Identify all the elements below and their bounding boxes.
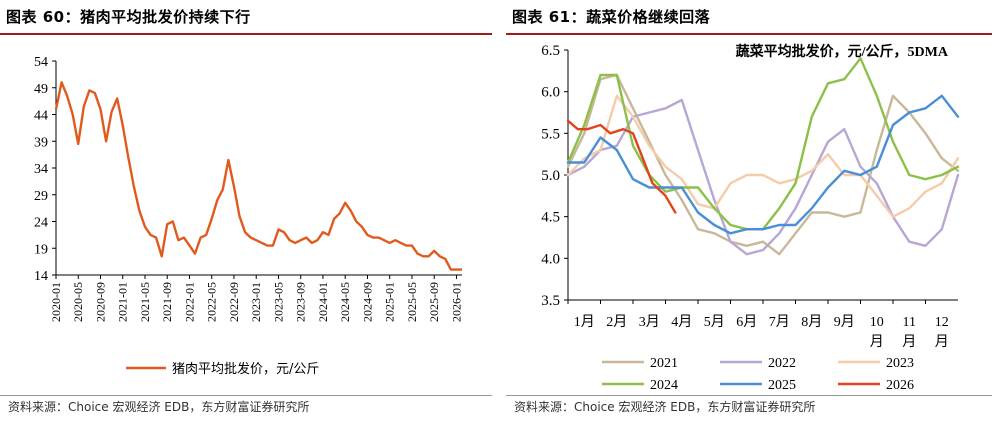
y-tick-label: 19 <box>34 242 48 257</box>
pork-price-line <box>54 81 462 271</box>
series-line-2024 <box>566 57 960 231</box>
x-tick-label: 2022-05 <box>205 282 219 322</box>
x-tick-label: 6月 <box>736 314 757 330</box>
legend-label-2025: 2025 <box>768 378 796 393</box>
series-line-2022 <box>566 98 960 256</box>
x-tick-label: 2024-05 <box>338 282 352 322</box>
x-tick-label: 2月 <box>606 314 627 330</box>
y-tick-label: 5.5 <box>541 126 560 142</box>
x-tick-label: 5月 <box>704 314 725 330</box>
x-tick-label: 4月 <box>671 314 692 330</box>
x-tick-label: 月 <box>935 334 949 350</box>
title-rule <box>506 33 992 35</box>
series-line-2025 <box>566 94 960 235</box>
x-tick-label: 2026-01 <box>449 282 463 322</box>
x-tick-label: 10 <box>870 315 884 330</box>
x-tick-label: 2025-09 <box>427 282 441 322</box>
y-tick-label: 34 <box>34 162 48 177</box>
legend-label-2026: 2026 <box>886 378 914 393</box>
x-tick-label: 2021-09 <box>160 282 174 322</box>
y-tick-label: 4.5 <box>541 210 560 226</box>
series-line-2021 <box>566 73 960 256</box>
x-tick-label: 11 <box>903 315 916 330</box>
x-tick-label: 8月 <box>801 314 822 330</box>
series-line-2023 <box>566 94 960 218</box>
y-tick-label: 14 <box>34 269 48 284</box>
y-tick-label: 39 <box>34 135 48 150</box>
legend-label-2022: 2022 <box>768 356 796 371</box>
legend-label-2023: 2023 <box>886 356 914 371</box>
x-tick-label: 2025-05 <box>405 282 419 322</box>
x-tick-label: 2023-09 <box>294 282 308 322</box>
x-tick-label: 12 <box>935 315 949 330</box>
x-tick-label: 2021-05 <box>138 282 152 322</box>
series-line-2026 <box>566 119 677 214</box>
x-tick-label: 2023-01 <box>249 282 263 322</box>
x-tick-label: 2020-01 <box>49 282 63 322</box>
pork-chart-title: 图表 60：猪肉平均批发价持续下行 <box>6 8 251 26</box>
x-tick-label: 2020-05 <box>71 282 85 322</box>
x-tick-label: 7月 <box>769 314 790 330</box>
x-tick-label: 3月 <box>639 314 660 330</box>
x-tick-label: 2020-09 <box>93 282 107 322</box>
x-tick-label: 月 <box>870 334 884 350</box>
y-tick-label: 4.0 <box>541 251 560 267</box>
legend-label: 猪肉平均批发价，元/公斤 <box>172 361 319 377</box>
x-tick-label: 2025-01 <box>383 282 397 322</box>
x-tick-label: 2023-05 <box>271 282 285 322</box>
x-tick-label: 2022-01 <box>182 282 196 322</box>
x-tick-label: 2021-01 <box>116 282 130 322</box>
pork-chart-panel: 图表 60：猪肉平均批发价持续下行 14 19 24 29 34 39 44 49 54 2020… <box>0 0 492 423</box>
x-tick-label: 2024-01 <box>316 282 330 322</box>
y-tick-label: 5.0 <box>541 168 560 184</box>
pork-price-chart: 14 19 24 29 34 39 44 49 54 2020-01 2020-05 2020-09 2… <box>34 55 463 377</box>
x-tick-label: 2022-09 <box>227 282 241 322</box>
source-rule <box>506 395 992 396</box>
y-tick-label: 54 <box>34 55 48 70</box>
pork-chart-source: 资料来源：Choice 宏观经济 EDB，东方财富证券研究所 <box>8 400 310 414</box>
x-tick-label: 月 <box>902 334 916 350</box>
y-tick-label: 6.0 <box>541 85 560 101</box>
vegetable-chart-panel: 图表 61：蔬菜价格继续回落 3.5 4.0 4.5 5.0 5.5 6.0 6.5 1月 2月… <box>506 0 998 423</box>
y-tick-label: 44 <box>34 109 48 124</box>
x-tick-label: 1月 <box>574 314 595 330</box>
source-rule <box>0 395 492 396</box>
y-tick-label: 29 <box>34 189 48 204</box>
y-tick-label: 3.5 <box>541 293 560 309</box>
vegetable-chart-title: 图表 61：蔬菜价格继续回落 <box>512 8 711 26</box>
x-tick-label: 9月 <box>834 314 855 330</box>
y-tick-label: 49 <box>34 82 48 97</box>
legend-label-2024: 2024 <box>650 378 678 393</box>
y-tick-label: 6.5 <box>541 43 560 59</box>
legend-label-2021: 2021 <box>650 356 678 371</box>
x-tick-label: 2024-09 <box>360 282 374 322</box>
vegetable-chart-source: 资料来源：Choice 宏观经济 EDB，东方财富证券研究所 <box>514 400 816 414</box>
title-rule <box>0 33 492 35</box>
y-tick-label: 24 <box>34 216 48 231</box>
chart-annotation: 蔬菜平均批发价，元/公斤，5DMA <box>736 43 949 60</box>
vegetable-price-chart: 3.5 4.0 4.5 5.0 5.5 6.0 6.5 1月 2月 3月 4月 5月 6月 7月 8月 9月 1… <box>541 43 960 393</box>
